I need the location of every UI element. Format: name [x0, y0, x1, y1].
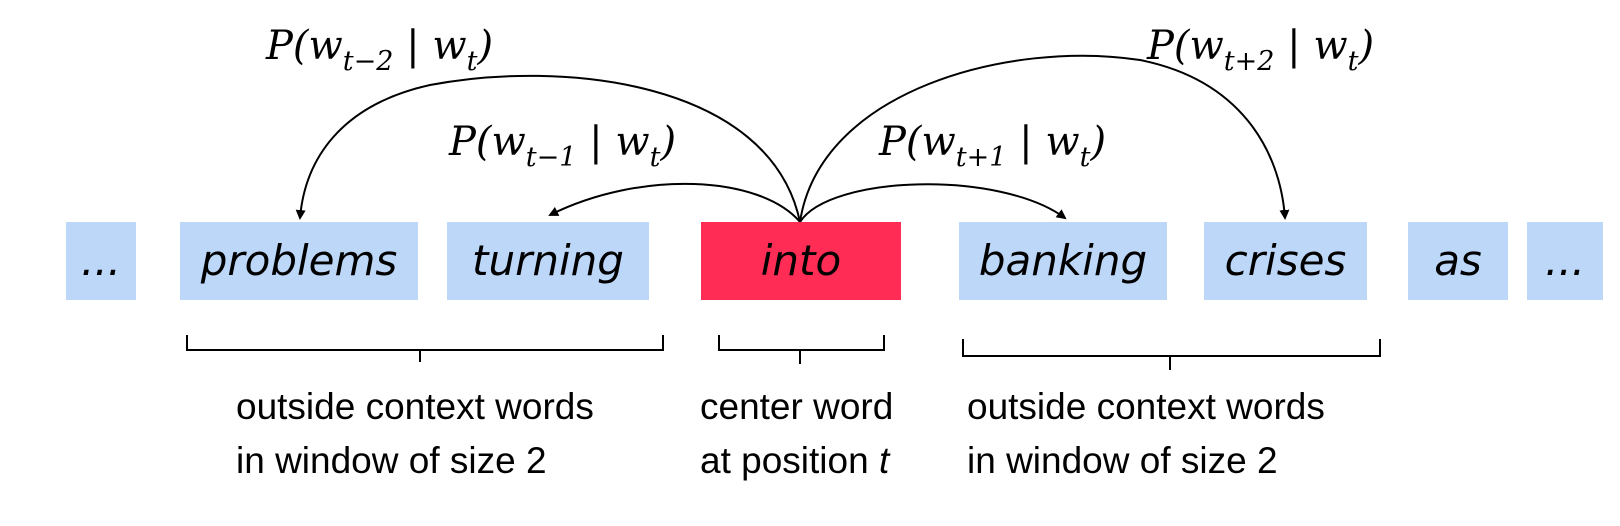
- word-as: as: [1408, 222, 1508, 300]
- caption-line: in window of size 2: [967, 440, 1278, 481]
- word-label: problems: [200, 236, 398, 285]
- caption-center-word: center word at position t: [700, 380, 893, 488]
- word-turning: turning: [447, 222, 649, 300]
- word-into-center: into: [701, 222, 901, 300]
- arrow-t-plus-2: [799, 54, 1290, 223]
- word-label: into: [760, 236, 842, 285]
- prob-t-minus-2: P(wt−2 | wt): [266, 23, 494, 77]
- word-label: as: [1434, 236, 1482, 285]
- word-ellipsis-left: ...: [66, 222, 136, 300]
- word-label: ...: [1544, 236, 1586, 285]
- word-label: crises: [1224, 236, 1347, 285]
- arrow-t-minus-2: [295, 74, 801, 223]
- word-crises: crises: [1204, 222, 1367, 300]
- word-problems: problems: [180, 222, 418, 300]
- arrow-t-minus-1: [548, 182, 801, 223]
- arrow-t-plus-1: [799, 183, 1067, 223]
- brace-right: [962, 339, 1381, 370]
- word-label: banking: [978, 236, 1148, 285]
- brace-left: [186, 335, 664, 362]
- prob-t-plus-1: P(wt+1 | wt): [879, 119, 1107, 173]
- caption-left-context: outside context words in window of size …: [236, 380, 594, 488]
- caption-line: outside context words: [236, 386, 594, 427]
- caption-line: at position t: [700, 440, 890, 481]
- word-label: turning: [472, 236, 624, 285]
- word-banking: banking: [959, 222, 1167, 300]
- brace-center: [718, 335, 885, 364]
- prob-t-minus-1: P(wt−1 | wt): [449, 119, 677, 173]
- word-ellipsis-right: ...: [1527, 222, 1603, 300]
- caption-line: center word: [700, 386, 894, 427]
- word-label: ...: [80, 236, 122, 285]
- caption-line: in window of size 2: [236, 440, 547, 481]
- prob-t-plus-2: P(wt+2 | wt): [1147, 23, 1375, 77]
- caption-right-context: outside context words in window of size …: [967, 380, 1325, 488]
- caption-line: outside context words: [967, 386, 1325, 427]
